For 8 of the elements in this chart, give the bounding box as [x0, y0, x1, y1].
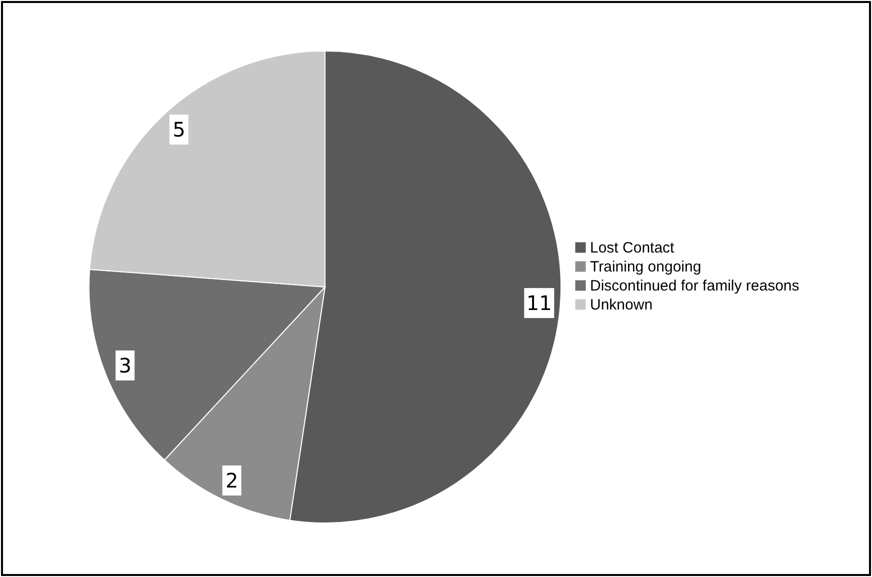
legend-label: Unknown — [590, 296, 653, 314]
data-label: 2 — [225, 468, 238, 492]
legend-label: Discontinued for family reasons — [590, 278, 800, 294]
data-label: 11 — [526, 291, 552, 316]
legend-label: Lost Contact — [590, 240, 676, 256]
data-label: 5 — [172, 118, 186, 142]
data-label: 3 — [118, 353, 132, 378]
legend-label: Training ongoing — [590, 258, 702, 276]
